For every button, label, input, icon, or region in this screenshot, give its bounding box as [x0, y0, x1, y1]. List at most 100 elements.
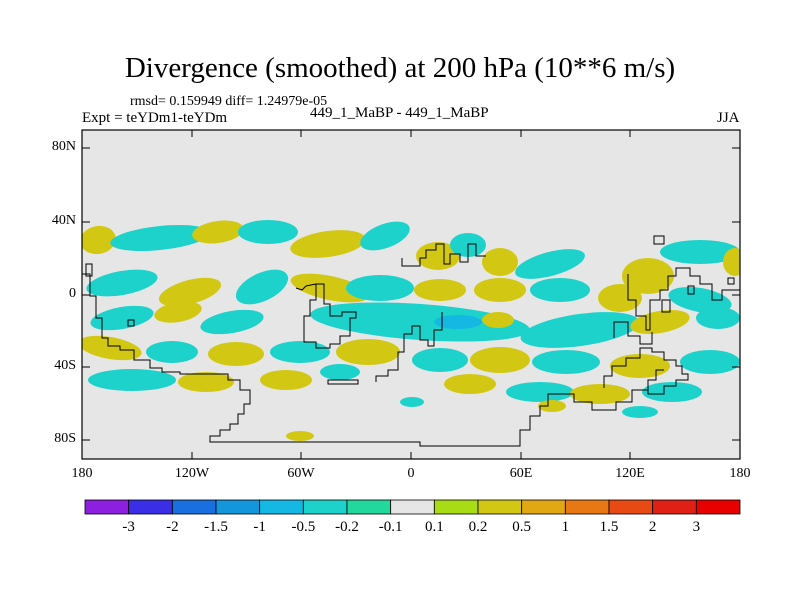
field-blob: [622, 406, 658, 418]
field-blob: [192, 220, 244, 244]
field-blob: [146, 341, 198, 363]
coastline-eurasia: [401, 243, 486, 267]
field-blob: [208, 342, 264, 366]
field-blob: [360, 221, 410, 251]
lon-label: 60E: [509, 466, 533, 481]
coastline-asia-east: [627, 235, 740, 331]
field-blob: [610, 354, 670, 378]
colorbar-label: 2: [648, 519, 657, 535]
field-blob: [532, 350, 600, 374]
colorbar-swatch: [477, 499, 523, 515]
field-blob: [482, 312, 514, 328]
field-blob: [336, 339, 400, 365]
field-blob: [414, 279, 466, 301]
field-blob: [416, 242, 460, 270]
field-blob: [286, 431, 314, 441]
lon-label: 180: [71, 466, 93, 481]
field-blob: [88, 369, 176, 391]
field-blob: [570, 384, 630, 404]
plot-title: Divergence (smoothed) at 200 hPa (10**6 …: [124, 52, 676, 84]
colorbar-swatch: [564, 499, 610, 515]
field-blob: [530, 278, 590, 302]
field-blob: [696, 307, 740, 329]
colorbar-label: -3: [122, 519, 135, 535]
coastline-central-america: [295, 283, 317, 291]
lat-label: 40N: [51, 213, 76, 228]
colorbar-label: 0.5: [512, 519, 532, 535]
colorbar-swatch: [390, 499, 435, 515]
field-blob: [90, 305, 154, 331]
colorbar-swatch: [128, 499, 173, 515]
field-blob: [515, 249, 585, 279]
field-blob: [270, 341, 330, 363]
field-blob: [110, 224, 210, 252]
lat-label: 80S: [54, 431, 76, 446]
experiment-label: Expt = teYDm1-teYDm: [82, 110, 228, 126]
lat-label: 0: [69, 286, 76, 301]
field-shading: [82, 220, 740, 441]
colorbar-label: -0.1: [378, 519, 403, 535]
colorbar-swatch: [695, 499, 741, 515]
field-blob: [260, 370, 312, 390]
field-blob: [290, 273, 370, 303]
field-blob: [668, 286, 732, 314]
colorbar-label: 1: [561, 519, 570, 535]
field-blob: [412, 348, 468, 372]
lon-label: 120E: [615, 466, 645, 481]
season-label: JJA: [717, 110, 740, 126]
colorbar-label: -0.5: [291, 519, 316, 535]
colorbar-label: 1.5: [599, 519, 619, 535]
colorbar-swatch: [608, 499, 654, 515]
field-blob: [310, 302, 530, 342]
field-blob: [235, 269, 289, 305]
tick-marks: [82, 130, 740, 459]
stats-text: rmsd= 0.159949 diff= 1.24979e-05: [130, 94, 328, 109]
lon-label: 60W: [287, 466, 315, 481]
coastline-south-america-lower: [82, 273, 664, 447]
case-label: 449_1_MaBP - 449_1_MaBP: [310, 105, 489, 121]
colorbar-swatch: [215, 499, 261, 515]
colorbar-swatch: [652, 499, 697, 515]
field-blob: [520, 312, 640, 348]
colorbar-swatch: [302, 499, 348, 515]
field-blob: [86, 269, 158, 297]
lon-label: 180: [729, 466, 751, 481]
field-blob: [474, 278, 526, 302]
field-blob: [538, 400, 566, 412]
field-blob: [622, 258, 674, 294]
coastline-australia: [603, 347, 689, 395]
coastline-pacific: [85, 263, 735, 385]
coastline-americas: [303, 283, 357, 349]
coastline-africa: [375, 312, 443, 382]
coastline-indonesia: [613, 299, 671, 345]
field-blob: [598, 284, 642, 312]
colorbar-swatch: [171, 499, 217, 515]
field-blob: [178, 372, 234, 392]
field-blob: [158, 277, 222, 307]
field-blob: [660, 240, 740, 264]
field-blob: [680, 350, 740, 374]
field-blob: [482, 248, 518, 276]
colorbar-label: -0.2: [335, 519, 359, 535]
lon-label: 120W: [174, 466, 210, 481]
colorbar-label: 3: [692, 519, 701, 535]
colorbar-label: 0.1: [424, 519, 444, 535]
field-blob: [200, 309, 264, 335]
colorbar-label: -1: [253, 519, 266, 535]
colorbar-swatch: [521, 499, 566, 515]
colorbar-label: -2: [166, 519, 179, 535]
colorbar-swatch: [84, 499, 130, 515]
field-blob: [82, 335, 142, 361]
field-blob: [82, 225, 116, 255]
colorbar-label: 0.2: [468, 519, 488, 535]
coastlines: [82, 235, 740, 447]
lon-label: 0: [407, 466, 415, 481]
colorbar-label: -1.5: [204, 519, 228, 535]
field-blob: [346, 275, 414, 301]
field-blob: [506, 382, 574, 402]
field-blob: [470, 347, 530, 373]
field-blob: [444, 374, 496, 394]
